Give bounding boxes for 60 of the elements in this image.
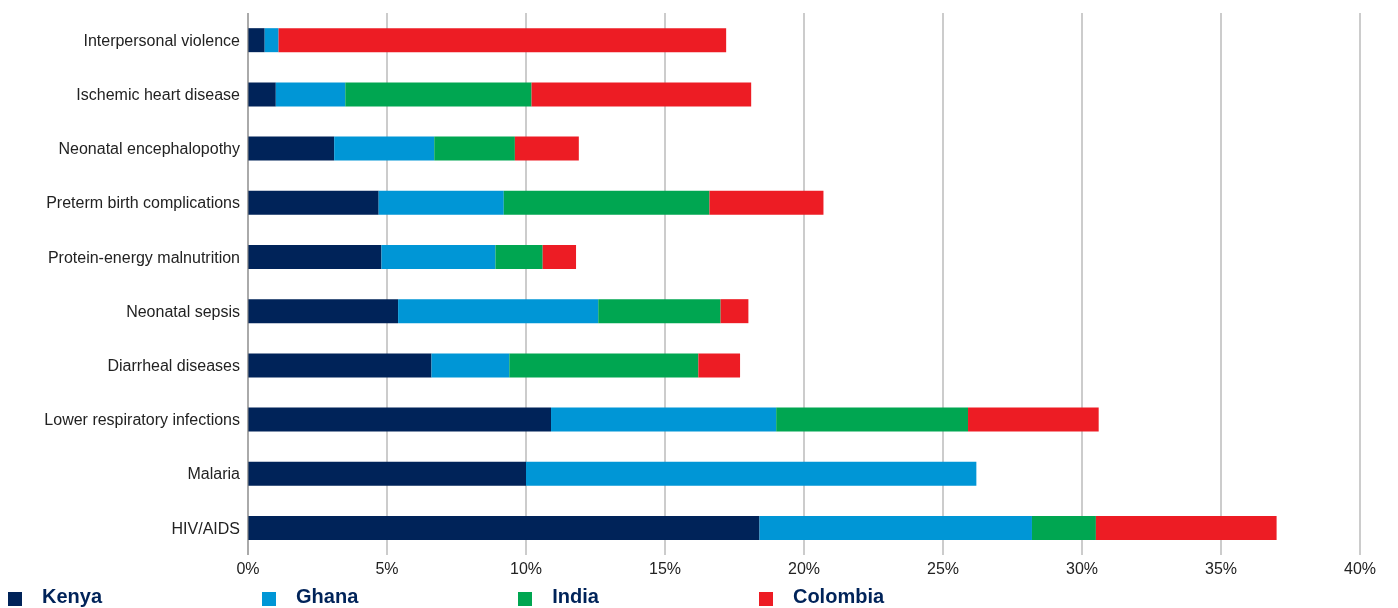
bar xyxy=(248,190,379,215)
bar xyxy=(526,461,977,486)
bar xyxy=(1095,515,1277,540)
bar xyxy=(509,353,699,378)
legend-label: Ghana xyxy=(296,585,359,607)
bar xyxy=(248,136,335,161)
bar xyxy=(551,407,777,432)
bar xyxy=(698,353,741,378)
bar xyxy=(278,28,727,53)
legend-label: Colombia xyxy=(792,585,885,607)
x-tick-label: 5% xyxy=(375,560,399,578)
x-tick-label: 20% xyxy=(787,560,821,578)
y-tick-label: Interpersonal violence xyxy=(83,31,241,49)
y-tick-label: Diarrheal diseases xyxy=(107,356,240,374)
x-tick-label: 25% xyxy=(926,560,960,578)
bar xyxy=(531,82,752,107)
bar xyxy=(248,353,432,378)
bar xyxy=(248,82,276,107)
bar xyxy=(542,244,577,269)
y-tick-label: Malaria xyxy=(187,465,241,483)
bar xyxy=(1031,515,1096,540)
bar xyxy=(275,82,346,107)
y-tick-label: Neonatal sepsis xyxy=(126,302,240,320)
bar xyxy=(264,28,279,53)
x-tick-label: 35% xyxy=(1204,560,1238,578)
bar xyxy=(381,244,496,269)
y-tick-label: Protein-energy malnutrition xyxy=(47,248,240,266)
x-tick-label: 40% xyxy=(1343,560,1377,578)
y-tick-label: Neonatal encephalopothy xyxy=(58,140,240,158)
y-tick-label: Lower respiratory infections xyxy=(44,411,240,429)
bar xyxy=(345,82,532,107)
bar xyxy=(434,136,515,161)
bar xyxy=(495,244,543,269)
y-tick-label: Ischemic heart disease xyxy=(76,85,241,103)
bar xyxy=(248,461,526,486)
bar xyxy=(720,299,749,324)
x-tick-label: 30% xyxy=(1065,560,1099,578)
bar xyxy=(248,28,265,53)
legend-label: India xyxy=(552,585,599,607)
bar xyxy=(776,407,969,432)
bar xyxy=(598,299,721,324)
bar xyxy=(709,190,824,215)
bar xyxy=(398,299,599,324)
bar xyxy=(248,515,760,540)
bar xyxy=(431,353,510,378)
y-tick-label: Preterm birth complications xyxy=(46,194,240,212)
bar xyxy=(514,136,579,161)
legend-label: Kenya xyxy=(42,585,103,607)
bar xyxy=(759,515,1032,540)
bar xyxy=(378,190,504,215)
x-tick-label: 15% xyxy=(648,560,682,578)
bar xyxy=(248,244,382,269)
bar xyxy=(248,407,552,432)
y-tick-label: HIV/AIDS xyxy=(171,519,240,537)
x-tick-label: 10% xyxy=(509,560,543,578)
bar xyxy=(503,190,710,215)
bar xyxy=(968,407,1099,432)
bar xyxy=(334,136,435,161)
bar xyxy=(248,299,399,324)
x-tick-label: 0% xyxy=(236,560,260,578)
